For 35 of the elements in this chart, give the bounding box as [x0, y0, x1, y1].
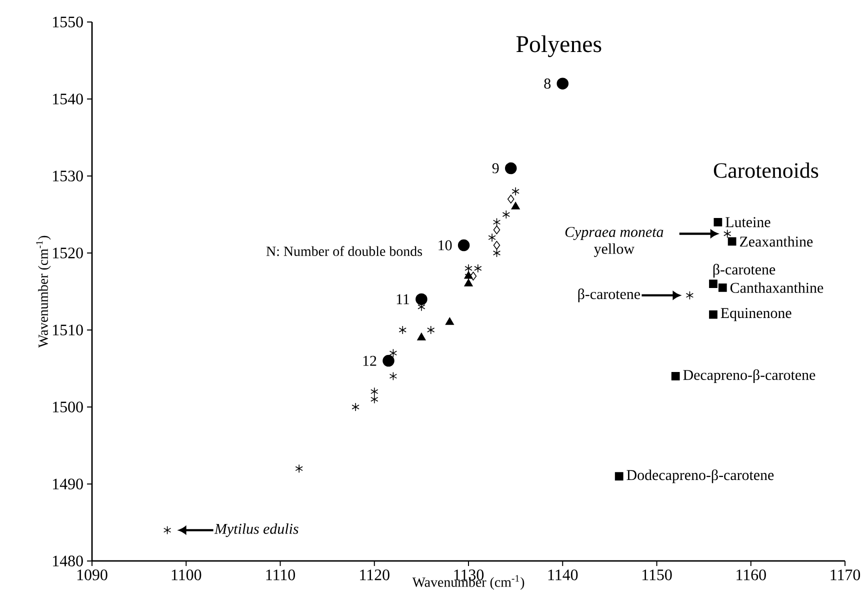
annotation: 10 [438, 240, 452, 250]
y-axis-title: Wavenumber (cm$^{-1}$) [36, 236, 51, 348]
annotation: 9 [492, 163, 499, 174]
y-tick-label: 1510 [53, 324, 83, 336]
x-tick-label: 1120 [360, 569, 390, 580]
x-tick-label: 1170 [830, 569, 860, 580]
y-tick-label: 1520 [53, 248, 83, 258]
x-tick-label: 1140 [548, 569, 578, 580]
x-tick-label: 1100 [172, 569, 202, 580]
annotation: 11 [396, 294, 410, 304]
annotation: Equinenone [720, 308, 792, 322]
annotation: Polyenes [516, 35, 602, 58]
annotation: Cypraea moneta yellow [565, 226, 664, 257]
x-tick-label: 1090 [77, 569, 108, 580]
annotation: Luteine [726, 217, 770, 228]
annotation: 8 [544, 78, 551, 89]
y-tick-label: 1480 [53, 556, 83, 566]
y-tick-label: 1490 [53, 478, 83, 490]
annotation: Decapreno-β-carotene [683, 369, 816, 384]
annotation: Dodecapreno-β-carotene [626, 469, 774, 484]
annotation: Carotenoids [714, 162, 818, 178]
annotation: Mytilus edulis [214, 523, 298, 537]
annotation: N: Number of double bonds [266, 246, 422, 256]
x-tick-label: 1160 [736, 569, 766, 580]
x-tick-label: 1110 [266, 569, 295, 580]
annotation: Zeaxanthine [740, 236, 813, 247]
y-tick-label: 1540 [53, 94, 83, 104]
annotation: 12 [363, 356, 376, 366]
y-tick-label: 1530 [53, 170, 83, 182]
annotation: β-carotene [578, 288, 640, 302]
annotation: β-carotene [713, 264, 776, 278]
annotation: Canthaxanthine [730, 282, 824, 293]
y-tick-label: 1550 [53, 16, 83, 28]
y-tick-label: 1500 [53, 402, 83, 412]
x-tick-label: 1150 [642, 569, 672, 580]
